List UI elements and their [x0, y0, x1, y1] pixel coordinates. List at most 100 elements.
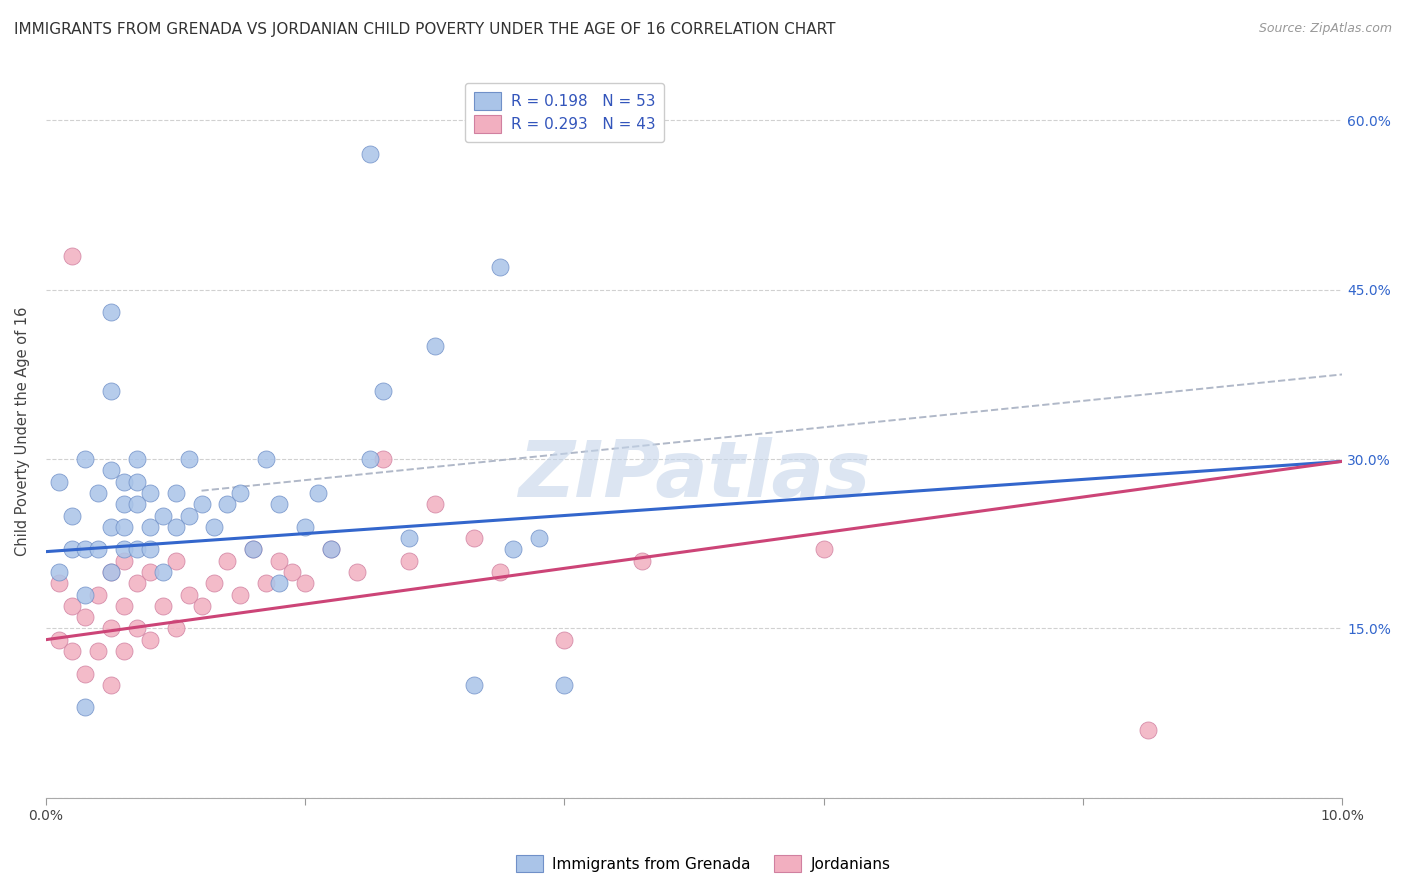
Point	[398, 554, 420, 568]
Point	[125, 542, 148, 557]
Point	[553, 678, 575, 692]
Point	[398, 531, 420, 545]
Point	[100, 305, 122, 319]
Point	[60, 249, 83, 263]
Point	[242, 542, 264, 557]
Point	[423, 497, 446, 511]
Point	[100, 621, 122, 635]
Point	[553, 632, 575, 647]
Point	[269, 554, 291, 568]
Point	[112, 497, 135, 511]
Point	[152, 599, 174, 613]
Point	[165, 621, 187, 635]
Point	[87, 644, 110, 658]
Point	[60, 542, 83, 557]
Point	[371, 452, 394, 467]
Point	[112, 520, 135, 534]
Point	[87, 588, 110, 602]
Point	[112, 475, 135, 489]
Point	[229, 486, 252, 500]
Point	[73, 588, 96, 602]
Point	[87, 486, 110, 500]
Point	[73, 666, 96, 681]
Point	[254, 576, 277, 591]
Point	[294, 576, 316, 591]
Point	[48, 576, 70, 591]
Point	[125, 497, 148, 511]
Point	[73, 452, 96, 467]
Point	[60, 599, 83, 613]
Point	[177, 452, 200, 467]
Text: Source: ZipAtlas.com: Source: ZipAtlas.com	[1258, 22, 1392, 36]
Point	[1136, 723, 1159, 737]
Point	[112, 554, 135, 568]
Point	[463, 678, 485, 692]
Text: IMMIGRANTS FROM GRENADA VS JORDANIAN CHILD POVERTY UNDER THE AGE OF 16 CORRELATI: IMMIGRANTS FROM GRENADA VS JORDANIAN CHI…	[14, 22, 835, 37]
Point	[502, 542, 524, 557]
Point	[321, 542, 343, 557]
Point	[48, 565, 70, 579]
Point	[488, 565, 510, 579]
Point	[177, 588, 200, 602]
Point	[138, 542, 160, 557]
Point	[112, 542, 135, 557]
Point	[269, 497, 291, 511]
Point	[100, 565, 122, 579]
Point	[73, 610, 96, 624]
Point	[321, 542, 343, 557]
Point	[125, 475, 148, 489]
Point	[152, 508, 174, 523]
Point	[125, 621, 148, 635]
Point	[48, 475, 70, 489]
Point	[48, 632, 70, 647]
Point	[100, 520, 122, 534]
Point	[100, 678, 122, 692]
Point	[60, 644, 83, 658]
Point	[527, 531, 550, 545]
Point	[87, 542, 110, 557]
Text: ZIPatlas: ZIPatlas	[517, 437, 870, 513]
Point	[125, 452, 148, 467]
Point	[813, 542, 835, 557]
Point	[73, 700, 96, 714]
Point	[307, 486, 329, 500]
Point	[294, 520, 316, 534]
Point	[100, 384, 122, 399]
Point	[423, 339, 446, 353]
Point	[242, 542, 264, 557]
Point	[165, 486, 187, 500]
Point	[60, 508, 83, 523]
Legend: R = 0.198   N = 53, R = 0.293   N = 43: R = 0.198 N = 53, R = 0.293 N = 43	[464, 83, 664, 142]
Point	[371, 384, 394, 399]
Point	[138, 520, 160, 534]
Point	[138, 565, 160, 579]
Point	[217, 497, 239, 511]
Point	[463, 531, 485, 545]
Point	[73, 542, 96, 557]
Point	[359, 147, 381, 161]
Y-axis label: Child Poverty Under the Age of 16: Child Poverty Under the Age of 16	[15, 306, 30, 556]
Point	[177, 508, 200, 523]
Point	[165, 520, 187, 534]
Point	[269, 576, 291, 591]
Legend: Immigrants from Grenada, Jordanians: Immigrants from Grenada, Jordanians	[508, 847, 898, 880]
Point	[217, 554, 239, 568]
Point	[190, 497, 212, 511]
Point	[100, 565, 122, 579]
Point	[229, 588, 252, 602]
Point	[359, 452, 381, 467]
Point	[281, 565, 304, 579]
Point	[100, 463, 122, 477]
Point	[138, 632, 160, 647]
Point	[125, 576, 148, 591]
Point	[112, 644, 135, 658]
Point	[112, 599, 135, 613]
Point	[138, 486, 160, 500]
Point	[152, 565, 174, 579]
Point	[488, 260, 510, 275]
Point	[204, 576, 226, 591]
Point	[631, 554, 654, 568]
Point	[346, 565, 368, 579]
Point	[165, 554, 187, 568]
Point	[190, 599, 212, 613]
